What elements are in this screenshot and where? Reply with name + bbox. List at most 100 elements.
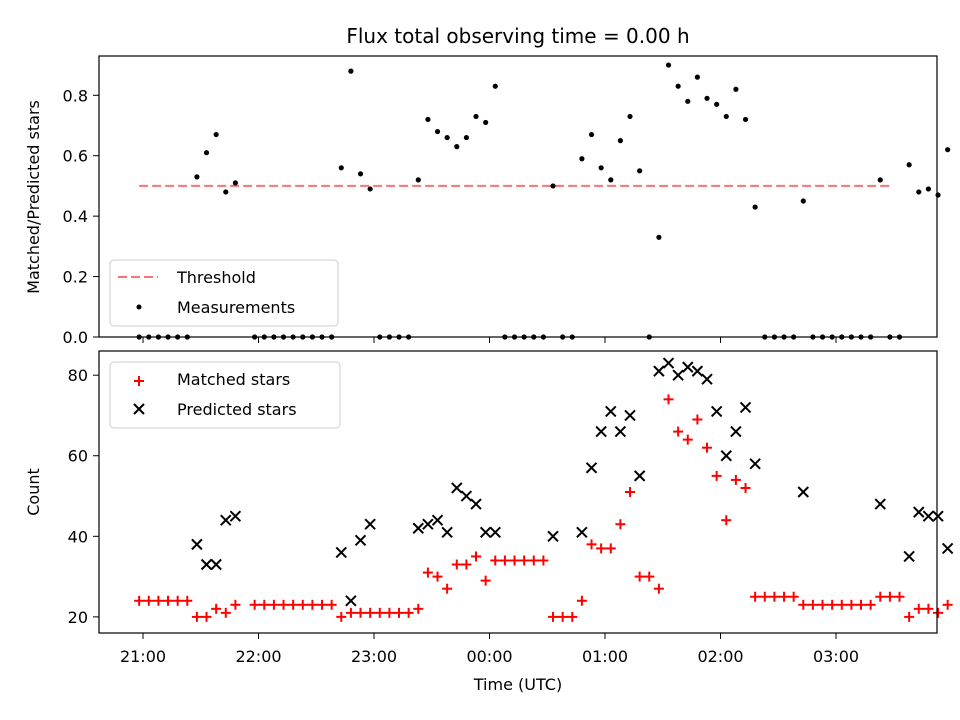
x-tick-label: 02:00 — [697, 647, 743, 666]
matched-point — [413, 603, 424, 614]
predicted-point — [605, 405, 617, 418]
bottom-y-axis-label: Count — [24, 468, 43, 516]
matched-point — [576, 595, 587, 606]
matched-point — [297, 599, 308, 610]
measurement-point — [935, 192, 941, 198]
matched-point — [586, 539, 597, 550]
matched-point — [211, 603, 222, 614]
matched-point — [230, 599, 241, 610]
matched-point — [702, 442, 713, 453]
matched-point — [692, 414, 703, 425]
measurement-point — [742, 116, 749, 123]
measurement-point — [877, 177, 883, 183]
measurement-point — [704, 95, 710, 101]
matched-point — [422, 567, 433, 578]
measurement-point — [454, 144, 460, 150]
matched-point — [615, 519, 626, 530]
matched-point — [374, 607, 385, 618]
matched-point — [307, 599, 318, 610]
matched-point — [865, 599, 876, 610]
measurement-point — [694, 74, 701, 80]
predicted-point — [335, 546, 347, 559]
predicted-point — [585, 462, 598, 474]
predicted-point — [922, 510, 935, 522]
measurement-point — [348, 68, 354, 74]
measurement-point — [232, 180, 238, 186]
measurement-point — [723, 113, 729, 120]
predicted-point — [422, 518, 434, 530]
matched-point — [220, 607, 231, 618]
measurement-point — [338, 165, 344, 171]
legend-predicted-label: Predicted stars — [177, 400, 297, 419]
matched-point — [673, 426, 684, 437]
bottom-x-axis: 21:00 22:00 23:00 00:00 01:00 02:00 03:00 — [120, 633, 859, 666]
predicted-point — [431, 514, 444, 526]
legend-matched-label: Matched stars — [177, 370, 290, 389]
matched-point — [634, 571, 645, 582]
predicted-point — [595, 425, 607, 438]
matched-point — [750, 591, 761, 602]
matched-point — [288, 599, 299, 610]
matched-point — [711, 470, 722, 481]
matched-point — [904, 611, 915, 622]
top-y-tick-label: 0.8 — [63, 86, 88, 105]
top-y-axis-label: Matched/Predicted stars — [24, 100, 43, 294]
measurement-point — [213, 131, 219, 138]
matched-point — [499, 555, 510, 566]
top-y-tick-label: 0.0 — [63, 328, 88, 347]
matched-point — [509, 555, 520, 566]
matched-point — [163, 595, 174, 606]
bottom-y-tick-label: 40 — [68, 527, 88, 546]
measurement-point — [203, 150, 210, 156]
bottom-marks-layer — [134, 357, 954, 622]
matched-point — [653, 583, 664, 594]
x-tick-label: 01:00 — [582, 647, 628, 666]
predicted-point — [662, 357, 675, 369]
measurement-point — [550, 183, 556, 189]
top-y-tick-label: 0.6 — [63, 147, 88, 166]
matched-point — [471, 551, 482, 562]
measurement-point — [483, 119, 489, 126]
predicted-point — [460, 490, 473, 502]
measurement-point — [665, 62, 672, 68]
matched-point — [538, 555, 549, 566]
matched-point — [182, 595, 193, 606]
predicted-point — [701, 373, 713, 385]
matched-point — [519, 555, 530, 566]
predicted-point — [932, 510, 944, 522]
matched-point — [394, 607, 405, 618]
predicted-point — [720, 450, 732, 462]
predicted-point — [749, 458, 761, 470]
matched-point — [191, 611, 202, 622]
measurement-point — [733, 86, 739, 92]
bottom-y-tick-label: 60 — [68, 447, 88, 466]
measurement-point — [608, 177, 614, 183]
matched-point — [846, 599, 857, 610]
top-legend: Threshold Measurements — [109, 259, 339, 327]
matched-point — [942, 599, 953, 610]
measurement-point — [194, 174, 200, 180]
matched-point — [384, 607, 395, 618]
measurement-point — [223, 189, 229, 195]
matched-point — [442, 583, 453, 594]
x-tick-label: 23:00 — [351, 647, 397, 666]
matched-point — [759, 591, 770, 602]
matched-point — [644, 571, 655, 582]
top-legend-box — [109, 259, 339, 327]
legend-threshold-label: Threshold — [176, 268, 256, 287]
top-y-tick-label: 0.2 — [63, 268, 88, 287]
matched-point — [807, 599, 818, 610]
predicted-point — [710, 405, 723, 418]
matched-point — [355, 607, 366, 618]
predicted-point — [470, 498, 482, 510]
x-tick-label: 22:00 — [235, 647, 281, 666]
predicted-point — [345, 595, 357, 607]
measurement-point — [916, 189, 922, 195]
predicted-point — [441, 526, 453, 538]
legend-predicted-swatch — [133, 403, 145, 415]
measurement-point — [906, 162, 912, 168]
matched-point — [788, 591, 799, 602]
predicted-point — [691, 365, 704, 377]
